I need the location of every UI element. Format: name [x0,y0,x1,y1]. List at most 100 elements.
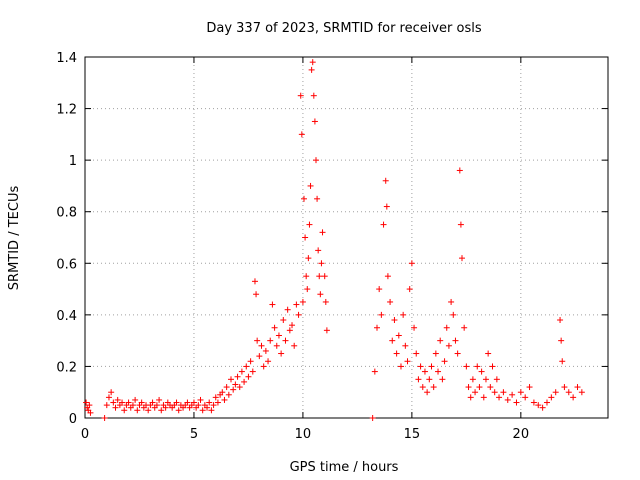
data-point [265,358,272,365]
data-point [291,342,298,349]
data-point [243,363,250,370]
data-point [415,376,422,383]
data-point [513,399,520,406]
data-point [411,324,418,331]
data-point [435,368,442,375]
data-point [184,399,191,406]
data-point [400,311,407,318]
data-point [378,311,385,318]
data-point [153,402,160,409]
data-point [305,255,312,262]
data-point [535,402,542,409]
data-point [461,324,468,331]
data-point [190,399,197,406]
data-point [236,384,243,391]
data-point [526,384,533,391]
data-point [256,353,263,360]
data-point [574,384,581,391]
data-point [119,399,126,406]
data-point [121,407,128,414]
data-point [548,394,555,401]
data-point [87,409,94,416]
y-tick-label: 0.6 [56,257,77,272]
data-point [489,363,496,370]
y-axis-label: SRMTID / TECUs [7,186,22,291]
data-point [199,407,206,414]
data-point [419,384,426,391]
data-point [228,376,235,383]
data-point [108,389,115,396]
data-point [225,391,232,398]
data-point [426,376,433,383]
data-point [289,322,296,329]
data-point [307,182,314,189]
data-point [197,396,204,403]
data-point [476,384,483,391]
data-point [491,389,498,396]
plot-border [84,56,609,419]
data-point [247,358,254,365]
grid-lines [85,57,608,418]
data-point [404,358,411,365]
data-point [314,195,321,202]
data-point [316,273,323,280]
data-point [245,373,252,380]
y-tick-label: 1.4 [56,51,77,66]
data-point [267,337,274,344]
data-point [391,317,398,324]
data-point [262,347,269,354]
data-point [86,402,93,409]
data-point [312,157,319,164]
data-point [480,394,487,401]
data-point [393,350,400,357]
data-point [485,350,492,357]
data-point [493,376,500,383]
data-point [114,396,121,403]
data-point [103,402,110,409]
data-point [496,394,503,401]
data-point [559,358,566,365]
data-point [232,381,239,388]
data-point [478,368,485,375]
data-point [129,402,136,409]
data-point [271,324,278,331]
data-point [371,368,378,375]
data-point [445,342,452,349]
data-point [253,291,260,298]
data-point [458,255,465,262]
data-point [557,317,564,324]
data-point [306,221,313,228]
data-point [208,407,215,414]
data-point [522,394,529,401]
data-points [83,59,585,421]
data-point [309,59,316,66]
data-point [322,298,329,305]
data-point [284,306,291,313]
data-point [221,396,228,403]
data-point [101,415,108,421]
data-point [456,167,463,174]
data-point [260,363,267,370]
data-point [387,298,394,305]
data-point [395,332,402,339]
data-point [450,311,457,318]
data-point [443,324,450,331]
data-point [421,368,428,375]
data-point [530,399,537,406]
data-point [432,350,439,357]
data-point [543,399,550,406]
data-point [311,118,318,125]
data-point [383,203,390,210]
y-tick-label: 0.4 [56,309,77,324]
data-point [145,407,152,414]
data-point [112,404,119,411]
data-point [149,399,156,406]
data-point [238,368,245,375]
data-point [384,273,391,280]
data-point [380,221,387,228]
data-point [417,363,424,370]
data-point [134,407,141,414]
data-point [413,350,420,357]
y-tick-label: 1 [69,154,77,169]
